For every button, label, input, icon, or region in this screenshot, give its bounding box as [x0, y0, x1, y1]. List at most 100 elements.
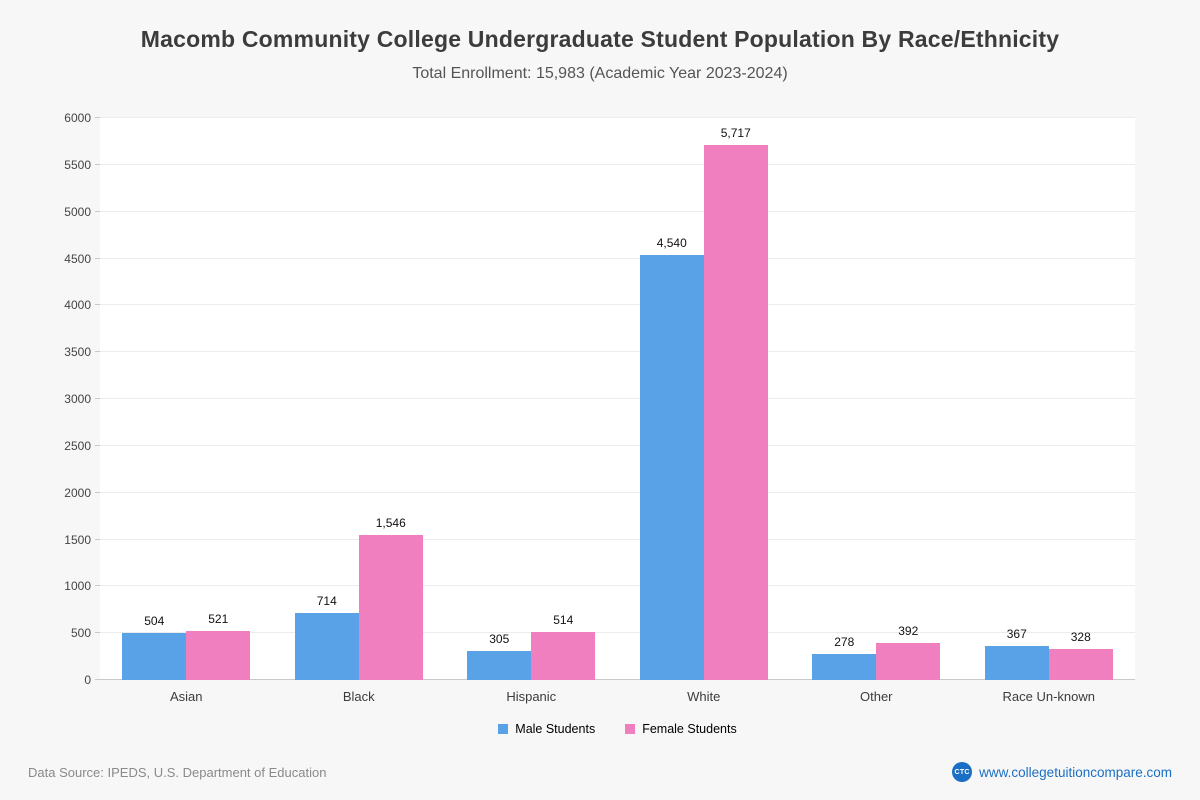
category-group-hispanic: 305 514	[445, 118, 618, 680]
chart-legend: Male Students Female Students	[100, 722, 1135, 736]
chart-title: Macomb Community College Undergraduate S…	[140, 26, 1060, 52]
legend-label-male-students: Male Students	[515, 722, 596, 736]
legend-swatch-female-students	[625, 724, 636, 734]
bar-female-students-white	[703, 144, 768, 680]
bar-wrap-male-students-race-un-known: 367	[984, 118, 1049, 680]
bar-chart: 0 500 1000 1500 2000 2500 3000 3500 4000 4500 5000…	[64, 111, 1135, 736]
bar-male-students-other	[812, 653, 877, 680]
y-tick-label-1500: 1500	[64, 532, 91, 547]
legend-label-female-students: Female Students	[642, 722, 737, 736]
chart-subtitle: Total Enrollment: 15,983 (Academic Year …	[412, 65, 788, 82]
bar-wrap-female-students-hispanic: 514	[531, 118, 596, 680]
bar-value-label: 367	[1006, 626, 1027, 641]
bar-value-label: 5,717	[720, 125, 751, 140]
plot-area: 0 500 1000 1500 2000 2500 3000 3500 4000 4500 5000…	[64, 111, 1135, 687]
y-tick-mark	[95, 398, 100, 399]
legend-swatch-male-students	[498, 724, 509, 734]
bar-wrap-female-students-asian: 521	[186, 118, 251, 680]
gridline-3000	[100, 398, 1135, 399]
website-link[interactable]: www.collegetuitioncompare.com	[979, 764, 1172, 780]
gridline-1000	[100, 585, 1135, 587]
y-tick-mark	[95, 679, 100, 680]
bar-wrap-male-students-asian: 504	[122, 118, 187, 680]
y-tick-label-6000: 6000	[64, 111, 91, 125]
category-group-white: 4,540 5,717	[618, 118, 791, 680]
data-source-text: Data Source: IPEDS, U.S. Department of E…	[28, 764, 327, 780]
x-axis-label-hispanic: Hispanic	[506, 689, 557, 704]
y-tick-label-5500: 5500	[64, 157, 91, 172]
bar-wrap-male-students-white: 4,540	[639, 118, 704, 680]
ctc-logo-icon: CTC	[952, 762, 973, 782]
gridline-6000	[100, 117, 1135, 118]
y-tick-mark	[95, 351, 100, 353]
gridline-3500	[100, 351, 1135, 353]
bar-wrap-male-students-hispanic: 305	[467, 118, 532, 680]
gridline-4000	[100, 304, 1135, 306]
x-axis-label-other: Other	[859, 689, 893, 704]
bar-value-label: 328	[1070, 630, 1091, 645]
y-tick-label-3000: 3000	[64, 392, 91, 406]
bar-value-label: 4,540	[656, 235, 687, 250]
bar-value-label: 278	[834, 634, 855, 649]
bar-value-label: 714	[316, 594, 337, 609]
y-tick-label-4000: 4000	[64, 298, 91, 313]
x-axis-label-white: White	[687, 689, 721, 704]
bar-wrap-female-students-other: 392	[876, 118, 941, 680]
bar-female-students-race-un-known	[1048, 649, 1113, 680]
gridline-0	[100, 679, 1135, 680]
y-tick-label-5000: 5000	[64, 204, 91, 219]
gridline-4500	[100, 257, 1135, 259]
bar-wrap-female-students-race-un-known: 328	[1048, 118, 1113, 680]
bar-male-students-hispanic	[467, 651, 532, 680]
bar-value-label: 392	[898, 624, 919, 639]
x-axis-label-asian: Asian	[169, 689, 203, 704]
bar-female-students-other	[876, 643, 941, 680]
bars-row: 504 521 714 1,546 305 514 4,540 5,717 278 392 367 3…	[100, 118, 1135, 680]
bar-value-label: 504	[144, 613, 165, 628]
category-group-black: 714 1,546	[273, 118, 446, 680]
bar-wrap-male-students-other: 278	[812, 118, 877, 680]
bar-male-students-race-un-known	[984, 645, 1049, 680]
bar-male-students-white	[639, 254, 704, 680]
footer: Data Source: IPEDS, U.S. Department of E…	[28, 762, 1172, 782]
x-axis-labels: Asian Black Hispanic White Other Race Un-know…	[100, 689, 1135, 704]
bar-value-label: 1,546	[375, 516, 406, 531]
category-group-asian: 504 521	[100, 118, 273, 680]
bar-female-students-hispanic	[531, 631, 596, 680]
bar-value-label: 514	[553, 612, 574, 627]
y-tick-mark	[95, 304, 100, 306]
bar-wrap-female-students-white: 5,717	[703, 118, 768, 680]
x-axis-label-race-un-known: Race Un-known	[1002, 689, 1096, 704]
y-tick-label-500: 500	[70, 626, 91, 641]
gridline-2500	[100, 444, 1135, 446]
gridline-5500	[100, 163, 1135, 165]
y-tick-label-3500: 3500	[64, 345, 91, 360]
y-tick-mark	[95, 257, 100, 259]
x-axis-label-black: Black	[342, 689, 375, 704]
y-tick-mark	[95, 163, 100, 165]
bar-male-students-black	[294, 613, 359, 680]
y-tick-label-2000: 2000	[64, 485, 91, 500]
legend-item-male-students[interactable]: Male Students	[498, 722, 595, 736]
bar-value-label: 521	[208, 612, 229, 627]
legend-item-female-students[interactable]: Female Students	[625, 722, 737, 736]
y-tick-mark	[95, 491, 100, 493]
gridline-2000	[100, 491, 1135, 493]
y-tick-label-1000: 1000	[64, 579, 91, 594]
y-tick-label-4500: 4500	[64, 251, 91, 266]
category-group-other: 278 392	[790, 118, 963, 680]
website-credit: CTC www.collegetuitioncompare.com	[952, 762, 1172, 782]
y-tick-mark	[95, 210, 100, 212]
y-tick-mark	[95, 538, 100, 540]
y-tick-mark	[95, 117, 100, 118]
bar-wrap-female-students-black: 1,546	[358, 118, 423, 680]
bar-male-students-asian	[122, 632, 187, 680]
y-tick-mark	[95, 632, 100, 634]
chart-header: Macomb Community College Undergraduate S…	[0, 0, 1200, 83]
category-group-race-un-known: 367 328	[963, 118, 1136, 680]
bar-female-students-asian	[186, 631, 251, 680]
y-tick-mark	[95, 585, 100, 587]
y-tick-mark	[95, 444, 100, 446]
gridline-1500	[100, 538, 1135, 540]
